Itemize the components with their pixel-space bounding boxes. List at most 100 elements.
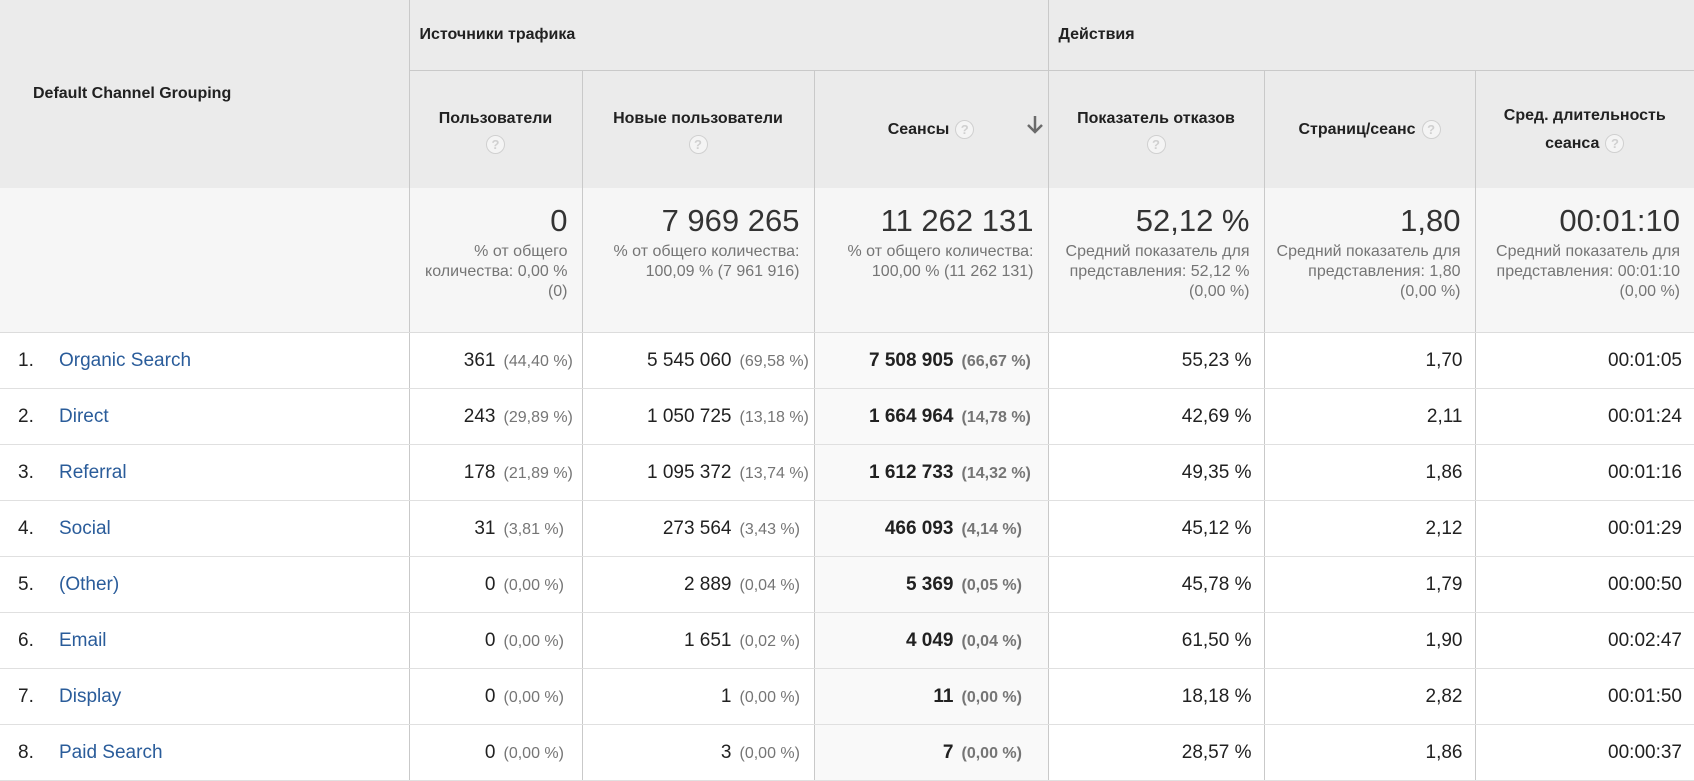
- bounce-rate-value: 61,50 %: [1181, 629, 1252, 651]
- users-value: 243: [463, 405, 496, 427]
- avg-duration-value: 00:02:47: [1608, 629, 1682, 651]
- table-row: 7. Display 0 (0,00 %) 1 (0,00 %) 11 (0,00 %)…: [0, 668, 1694, 725]
- bounce-rate-cell: 45,78 %: [1047, 556, 1264, 613]
- users-cell: 243 (29,89 %): [408, 388, 582, 445]
- channel-cell: 7. Display: [0, 668, 409, 725]
- new-users-percent: (0,02 %): [739, 632, 800, 650]
- channel-link[interactable]: Organic Search: [59, 349, 192, 371]
- pages-per-session-value: 1,86: [1425, 461, 1463, 483]
- sessions-percent: (66,67 %): [961, 352, 1031, 370]
- sessions-cell: 11 (0,00 %): [813, 668, 1048, 725]
- users-column-header[interactable]: Пользователи ?: [408, 70, 582, 188]
- help-circle-icon[interactable]: ?: [1421, 119, 1441, 139]
- bounce-rate-column-header[interactable]: Показатель отказов ?: [1047, 70, 1264, 188]
- arrow-down-icon[interactable]: [1025, 113, 1045, 137]
- sessions-value: 1 612 733: [868, 461, 954, 483]
- table-row: 4. Social 31 (3,81 %) 273 564 (3,43 %) 466 …: [0, 500, 1694, 557]
- bounce-rate-value: 45,78 %: [1181, 573, 1252, 595]
- table-row: 5. (Other) 0 (0,00 %) 2 889 (0,04 %) 5 369 (…: [0, 556, 1694, 613]
- sessions-value: 7: [942, 741, 954, 763]
- new-users-cell: 1 (0,00 %): [581, 668, 814, 725]
- new-users-percent: (69,58 %): [739, 352, 809, 370]
- total-value: 11 262 131: [880, 203, 1034, 238]
- sessions-value: 5 369: [905, 573, 954, 595]
- help-circle-icon[interactable]: ?: [486, 135, 505, 154]
- avg-duration-value: 00:01:50: [1608, 685, 1682, 707]
- total-value: 1,80: [1400, 203, 1461, 238]
- pages-per-session-value: 1,86: [1425, 741, 1463, 763]
- bounce-rate-value: 42,69 %: [1181, 405, 1252, 427]
- new-users-value: 1 095 372: [646, 461, 732, 483]
- channel-link[interactable]: Social: [59, 517, 111, 539]
- bounce-rate-cell: 49,35 %: [1047, 444, 1264, 501]
- users-value: 0: [484, 573, 496, 595]
- row-rank: 3.: [18, 461, 34, 483]
- new-users-value: 1 651: [683, 629, 732, 651]
- users-value: 31: [474, 517, 496, 539]
- help-circle-icon[interactable]: ?: [1146, 135, 1166, 154]
- sessions-percent: (0,04 %): [961, 632, 1022, 650]
- sessions-value: 7 508 905: [868, 349, 954, 371]
- pages-per-session-column-header[interactable]: Страниц/сеанс?: [1263, 70, 1475, 188]
- avg-duration-value: 00:00:37: [1608, 741, 1682, 763]
- row-rank: 6.: [18, 629, 34, 651]
- users-value: 0: [484, 741, 496, 763]
- bounce-rate-value: 18,18 %: [1181, 685, 1252, 707]
- new-users-percent: (13,18 %): [739, 408, 809, 426]
- avg-duration-column-header[interactable]: Сред. длительность сеанса?: [1474, 70, 1694, 188]
- users-percent: (0,00 %): [503, 744, 564, 762]
- totals-label-cell: [0, 188, 409, 333]
- new-users-column-header[interactable]: Новые пользователи ?: [581, 70, 814, 188]
- help-circle-icon[interactable]: ?: [1605, 133, 1625, 153]
- sessions-cell: 5 369 (0,05 %): [813, 556, 1048, 613]
- channel-link[interactable]: Paid Search: [59, 741, 163, 763]
- channel-link[interactable]: Display: [59, 685, 122, 707]
- avg-duration-column-label: Сред. длительность сеанса: [1503, 106, 1666, 152]
- avg-duration-cell: 00:01:29: [1474, 500, 1694, 557]
- avg-duration-cell: 00:01:05: [1474, 332, 1694, 389]
- new-users-cell: 5 545 060 (69,58 %): [581, 332, 814, 389]
- new-users-percent: (13,74 %): [739, 464, 809, 482]
- row-rank: 2.: [18, 405, 34, 427]
- acquisition-group-label: Источники трафика: [419, 26, 576, 43]
- total-subtext: % от общего количества: 100,00 % (11 262…: [847, 243, 1034, 280]
- pages-per-session-value: 2,82: [1425, 685, 1463, 707]
- dimension-header[interactable]: Default Channel Grouping: [0, 0, 409, 188]
- new-users-percent: (0,04 %): [739, 576, 800, 594]
- sessions-cell: 1 664 964 (14,78 %): [813, 388, 1048, 445]
- behavior-group-header: Действия: [1047, 0, 1694, 71]
- pages-per-session-value: 2,12: [1425, 517, 1463, 539]
- bounce-rate-cell: 55,23 %: [1047, 332, 1264, 389]
- users-column-label: Пользователи: [438, 110, 553, 127]
- help-circle-icon[interactable]: ?: [955, 119, 975, 139]
- users-percent: (0,00 %): [503, 632, 564, 650]
- row-rank: 7.: [18, 685, 34, 707]
- channel-link[interactable]: Email: [59, 629, 107, 651]
- sessions-column-header[interactable]: Сеансы?: [813, 70, 1048, 188]
- users-cell: 0 (0,00 %): [408, 556, 582, 613]
- bounce-rate-cell: 45,12 %: [1047, 500, 1264, 557]
- new-users-cell: 1 095 372 (13,74 %): [581, 444, 814, 501]
- sessions-column-label: Сеансы: [887, 120, 950, 138]
- channel-link[interactable]: Direct: [59, 405, 109, 427]
- channel-link[interactable]: (Other): [59, 573, 120, 595]
- sessions-percent: (4,14 %): [961, 520, 1022, 538]
- help-circle-icon[interactable]: ?: [688, 135, 708, 154]
- channel-link[interactable]: Referral: [59, 461, 127, 483]
- sessions-percent: (0,00 %): [961, 688, 1022, 706]
- users-percent: (21,89 %): [503, 464, 573, 482]
- users-value: 361: [463, 349, 496, 371]
- channel-cell: 8. Paid Search: [0, 724, 409, 781]
- total-bounce-rate: 52,12 % Средний показатель для представле…: [1047, 188, 1264, 333]
- totals-row: 0 % от общего количества: 0,00 % (0) 7 96…: [0, 188, 1694, 333]
- new-users-column-label: Новые пользователи: [613, 110, 783, 127]
- sessions-value: 4 049: [905, 629, 954, 651]
- avg-duration-cell: 00:00:50: [1474, 556, 1694, 613]
- bounce-rate-cell: 18,18 %: [1047, 668, 1264, 725]
- pages-per-session-cell: 1,90: [1263, 612, 1475, 669]
- bounce-rate-cell: 61,50 %: [1047, 612, 1264, 669]
- users-percent: (44,40 %): [503, 352, 573, 370]
- total-avg-duration: 00:01:10 Средний показатель для представл…: [1474, 188, 1694, 333]
- total-sessions: 11 262 131 % от общего количества: 100,00…: [813, 188, 1048, 333]
- behavior-group-label: Действия: [1058, 26, 1135, 43]
